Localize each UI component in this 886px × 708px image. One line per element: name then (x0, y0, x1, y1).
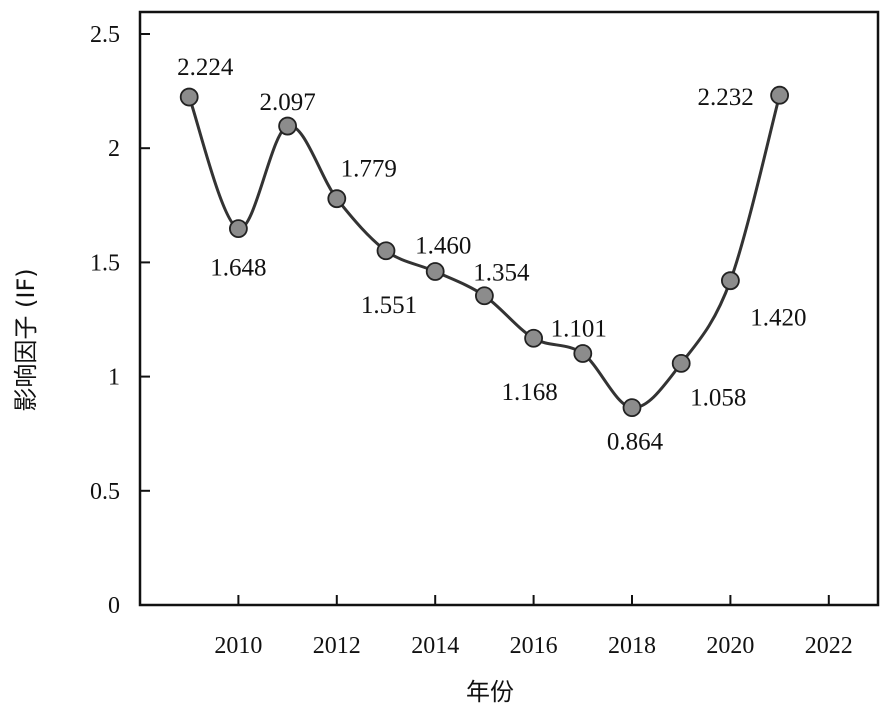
x-tick-label: 2020 (706, 633, 754, 659)
data-point (770, 85, 789, 105)
data-point (278, 116, 298, 136)
x-tick-label: 2010 (214, 633, 262, 659)
data-points (179, 85, 789, 418)
y-tick-label: 2 (108, 136, 120, 162)
x-tick-label: 2014 (411, 633, 459, 659)
data-label: 1.168 (501, 379, 557, 406)
data-label: 1.460 (415, 233, 471, 260)
y-tick-label: 2.5 (90, 22, 120, 48)
x-tick-label: 2012 (313, 633, 361, 659)
y-axis: 0 0.5 1 1.5 2 2.5 (90, 22, 150, 619)
data-label: 1.058 (690, 384, 746, 411)
plot-frame (138, 10, 880, 607)
data-point (524, 328, 543, 348)
y-tick-label: 1 (108, 365, 120, 391)
x-tick-label: 2022 (805, 633, 853, 659)
y-tick-label: 1.5 (90, 250, 120, 276)
data-label: 1.101 (551, 316, 607, 343)
data-label: 0.864 (607, 429, 664, 456)
x-axis: 2010 2012 2014 2016 2018 2020 2022 (214, 595, 853, 659)
y-axis-title: 影响因子 (IF) (12, 268, 40, 411)
x-tick-label: 2016 (510, 633, 558, 659)
x-axis-title: 年份 (466, 678, 514, 706)
data-label: 1.779 (341, 156, 397, 183)
x-tick-label: 2018 (608, 633, 656, 659)
data-point (376, 241, 396, 261)
data-point (721, 271, 740, 291)
data-point (228, 219, 248, 238)
y-tick-label: 0 (108, 593, 120, 619)
data-label: 1.420 (750, 305, 806, 332)
data-point (622, 398, 642, 418)
data-label: 1.354 (473, 260, 530, 287)
data-label: 2.232 (697, 84, 753, 111)
data-label: 2.224 (177, 54, 234, 81)
data-label: 2.097 (259, 89, 315, 116)
y-tick-label: 0.5 (90, 479, 120, 505)
data-point (671, 353, 691, 373)
data-point (327, 189, 347, 209)
data-point (573, 344, 593, 363)
data-point (179, 87, 199, 107)
data-point (425, 262, 445, 281)
data-label: 1.648 (210, 255, 266, 282)
data-label: 1.551 (361, 292, 417, 319)
data-point (474, 286, 494, 306)
series-line (187, 94, 782, 410)
